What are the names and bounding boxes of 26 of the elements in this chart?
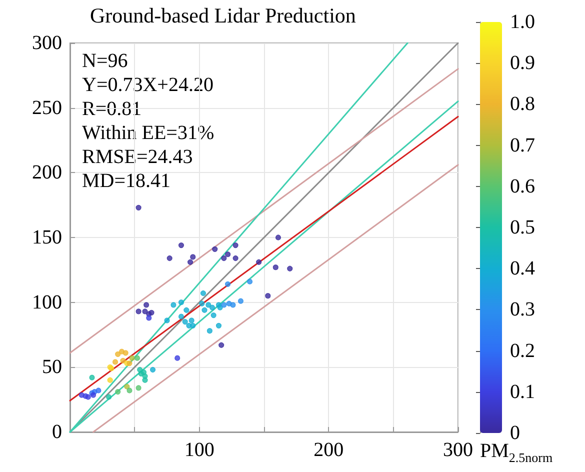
annotation: N=96 — [82, 50, 128, 72]
y-tick-label: 200 — [32, 162, 62, 184]
color-bar-label: 0.5 — [510, 216, 535, 238]
x-tick-label: 300 — [443, 439, 473, 461]
color-bar-label: 0.9 — [510, 52, 535, 74]
y-tick-label: 100 — [32, 291, 62, 314]
y-tick-label: 150 — [32, 226, 62, 248]
color-bar-label: 0.7 — [510, 134, 535, 156]
color-bar-label: 1.0 — [510, 11, 535, 33]
color-bar-label: 0.4 — [510, 258, 535, 280]
annotation: Within EE=31% — [82, 122, 214, 144]
x-tick-label: 200 — [314, 439, 344, 461]
y-tick-label: 250 — [32, 96, 62, 119]
y-tick-label: 50 — [42, 356, 62, 378]
color-bar-label: 0.2 — [510, 340, 535, 362]
color-bar-label: 0.6 — [510, 175, 535, 198]
x-tick-label: 100 — [184, 439, 214, 461]
annotation: MD=18.41 — [82, 170, 171, 192]
y-tick-label: 300 — [32, 32, 62, 54]
color-bar-label: 0.3 — [510, 298, 535, 321]
annotation: RMSE=24.43 — [82, 146, 193, 168]
color-bar-label: 0.8 — [510, 93, 535, 116]
y-tick-label: 0 — [52, 421, 62, 443]
chart-title: Ground-based Lidar Preduction — [90, 4, 356, 28]
color-bar-label: 0.1 — [510, 380, 535, 403]
annotation: Y=0.73X+24.20 — [82, 74, 214, 96]
